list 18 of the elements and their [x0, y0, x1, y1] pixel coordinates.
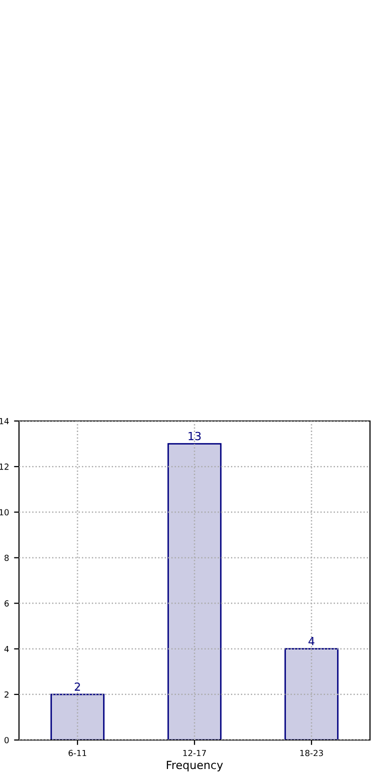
bar: [284, 648, 339, 740]
bar: [167, 443, 222, 740]
y-tick-label: 0: [4, 736, 9, 744]
bar: [50, 694, 105, 740]
x-tick-label: 12-17: [183, 750, 206, 756]
y-tick-label: 12: [0, 464, 8, 470]
data-label: 4: [308, 637, 314, 646]
y-tick-label: 6: [4, 600, 9, 607]
y-tick-label: 2: [4, 691, 8, 698]
y-tick-label: 8: [4, 554, 9, 561]
x-tick-label: 6-11: [68, 750, 86, 756]
y-tick-label: 4: [4, 646, 9, 652]
data-label: 13: [188, 432, 201, 440]
data-label: 2: [74, 682, 80, 691]
x-tick-label: 18-23: [300, 750, 323, 756]
x-axis-title: Frequency: [166, 760, 223, 772]
y-tick-label: 14: [0, 418, 9, 424]
y-tick-label: 10: [0, 509, 9, 516]
